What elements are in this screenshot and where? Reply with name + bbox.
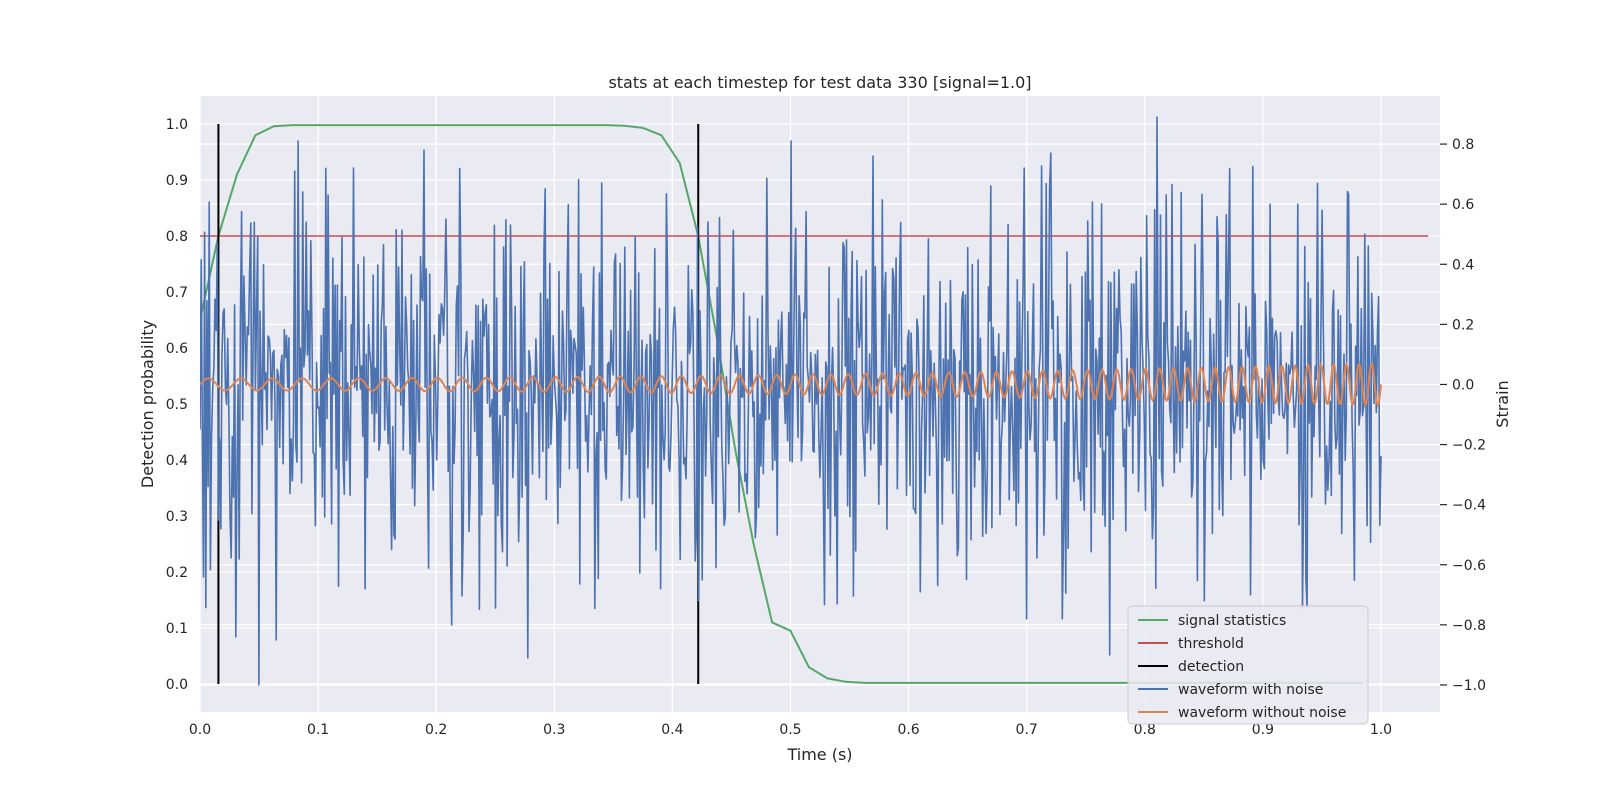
y-right-tick-label: 0.6 [1452, 197, 1474, 213]
legend-label: waveform with noise [1178, 682, 1323, 698]
y-left-tick-label: 0.7 [166, 285, 188, 301]
y-right-tick-label: 0.0 [1452, 377, 1474, 393]
y-right-tick-label: −1.0 [1452, 678, 1486, 694]
y-left-tick-label: 0.5 [166, 397, 188, 413]
y-left-tick-label: 0.9 [166, 173, 188, 189]
y-left-tick-label: 0.2 [166, 565, 188, 581]
x-tick-label: 0.1 [307, 722, 329, 738]
chart-title: stats at each timestep for test data 330… [608, 73, 1031, 92]
series-waveform-with-noise [200, 116, 1382, 686]
y-right-tick-label: −0.4 [1452, 498, 1486, 514]
legend-box [1127, 605, 1369, 725]
x-tick-label: 0.4 [661, 722, 683, 738]
legend-label: detection [1178, 659, 1244, 675]
y-right-axis-label: Strain [1493, 380, 1512, 427]
y-left-tick-label: 0.4 [166, 453, 188, 469]
legend-label: signal statistics [1178, 613, 1286, 629]
x-tick-label: 0.9 [1252, 722, 1274, 738]
y-left-tick-label: 0.0 [166, 677, 188, 693]
y-right-tick-label: 0.2 [1452, 317, 1474, 333]
y-left-axis-label: Detection probability [138, 320, 157, 488]
x-axis-label: Time (s) [786, 745, 852, 764]
x-axis-ticks: 0.0 0.1 0.2 0.3 0.4 0.5 0.6 0.7 0.8 0.9 1.0 [189, 722, 1392, 738]
legend-label: threshold [1178, 636, 1244, 652]
x-tick-label: 0.6 [897, 722, 919, 738]
x-tick-label: 0.5 [779, 722, 801, 738]
x-tick-label: 0.0 [189, 722, 211, 738]
x-tick-label: 0.7 [1016, 722, 1038, 738]
y-right-tick-label: −0.8 [1452, 618, 1486, 634]
y-left-tick-label: 1.0 [166, 117, 188, 133]
y-right-tick-label: 0.8 [1452, 137, 1474, 153]
legend-label: waveform without noise [1178, 705, 1346, 721]
x-tick-label: 0.2 [425, 722, 447, 738]
series-waveform-without-noise [200, 361, 1382, 408]
x-tick-label: 1.0 [1370, 722, 1392, 738]
y-left-tick-label: 0.8 [166, 229, 188, 245]
y-right-axis-ticks: −1.0 −0.8 −0.6 −0.4 −0.2 0.0 0.2 0.4 0.6 0.8 [1440, 137, 1486, 694]
y-right-tick-label: −0.6 [1452, 558, 1486, 574]
y-left-tick-label: 0.3 [166, 509, 188, 525]
x-tick-label: 0.3 [543, 722, 565, 738]
legend: signal statistics threshold detection wavef… [1127, 605, 1369, 725]
y-left-tick-label: 0.1 [166, 621, 188, 637]
y-right-tick-label: −0.2 [1452, 438, 1486, 454]
y-right-tick-label: 0.4 [1452, 257, 1474, 273]
y-left-axis-ticks: 0.0 0.1 0.2 0.3 0.4 0.5 0.6 0.7 0.8 0.9 1.0 [166, 117, 188, 693]
x-tick-label: 0.8 [1134, 722, 1156, 738]
y-left-tick-label: 0.6 [166, 341, 188, 357]
